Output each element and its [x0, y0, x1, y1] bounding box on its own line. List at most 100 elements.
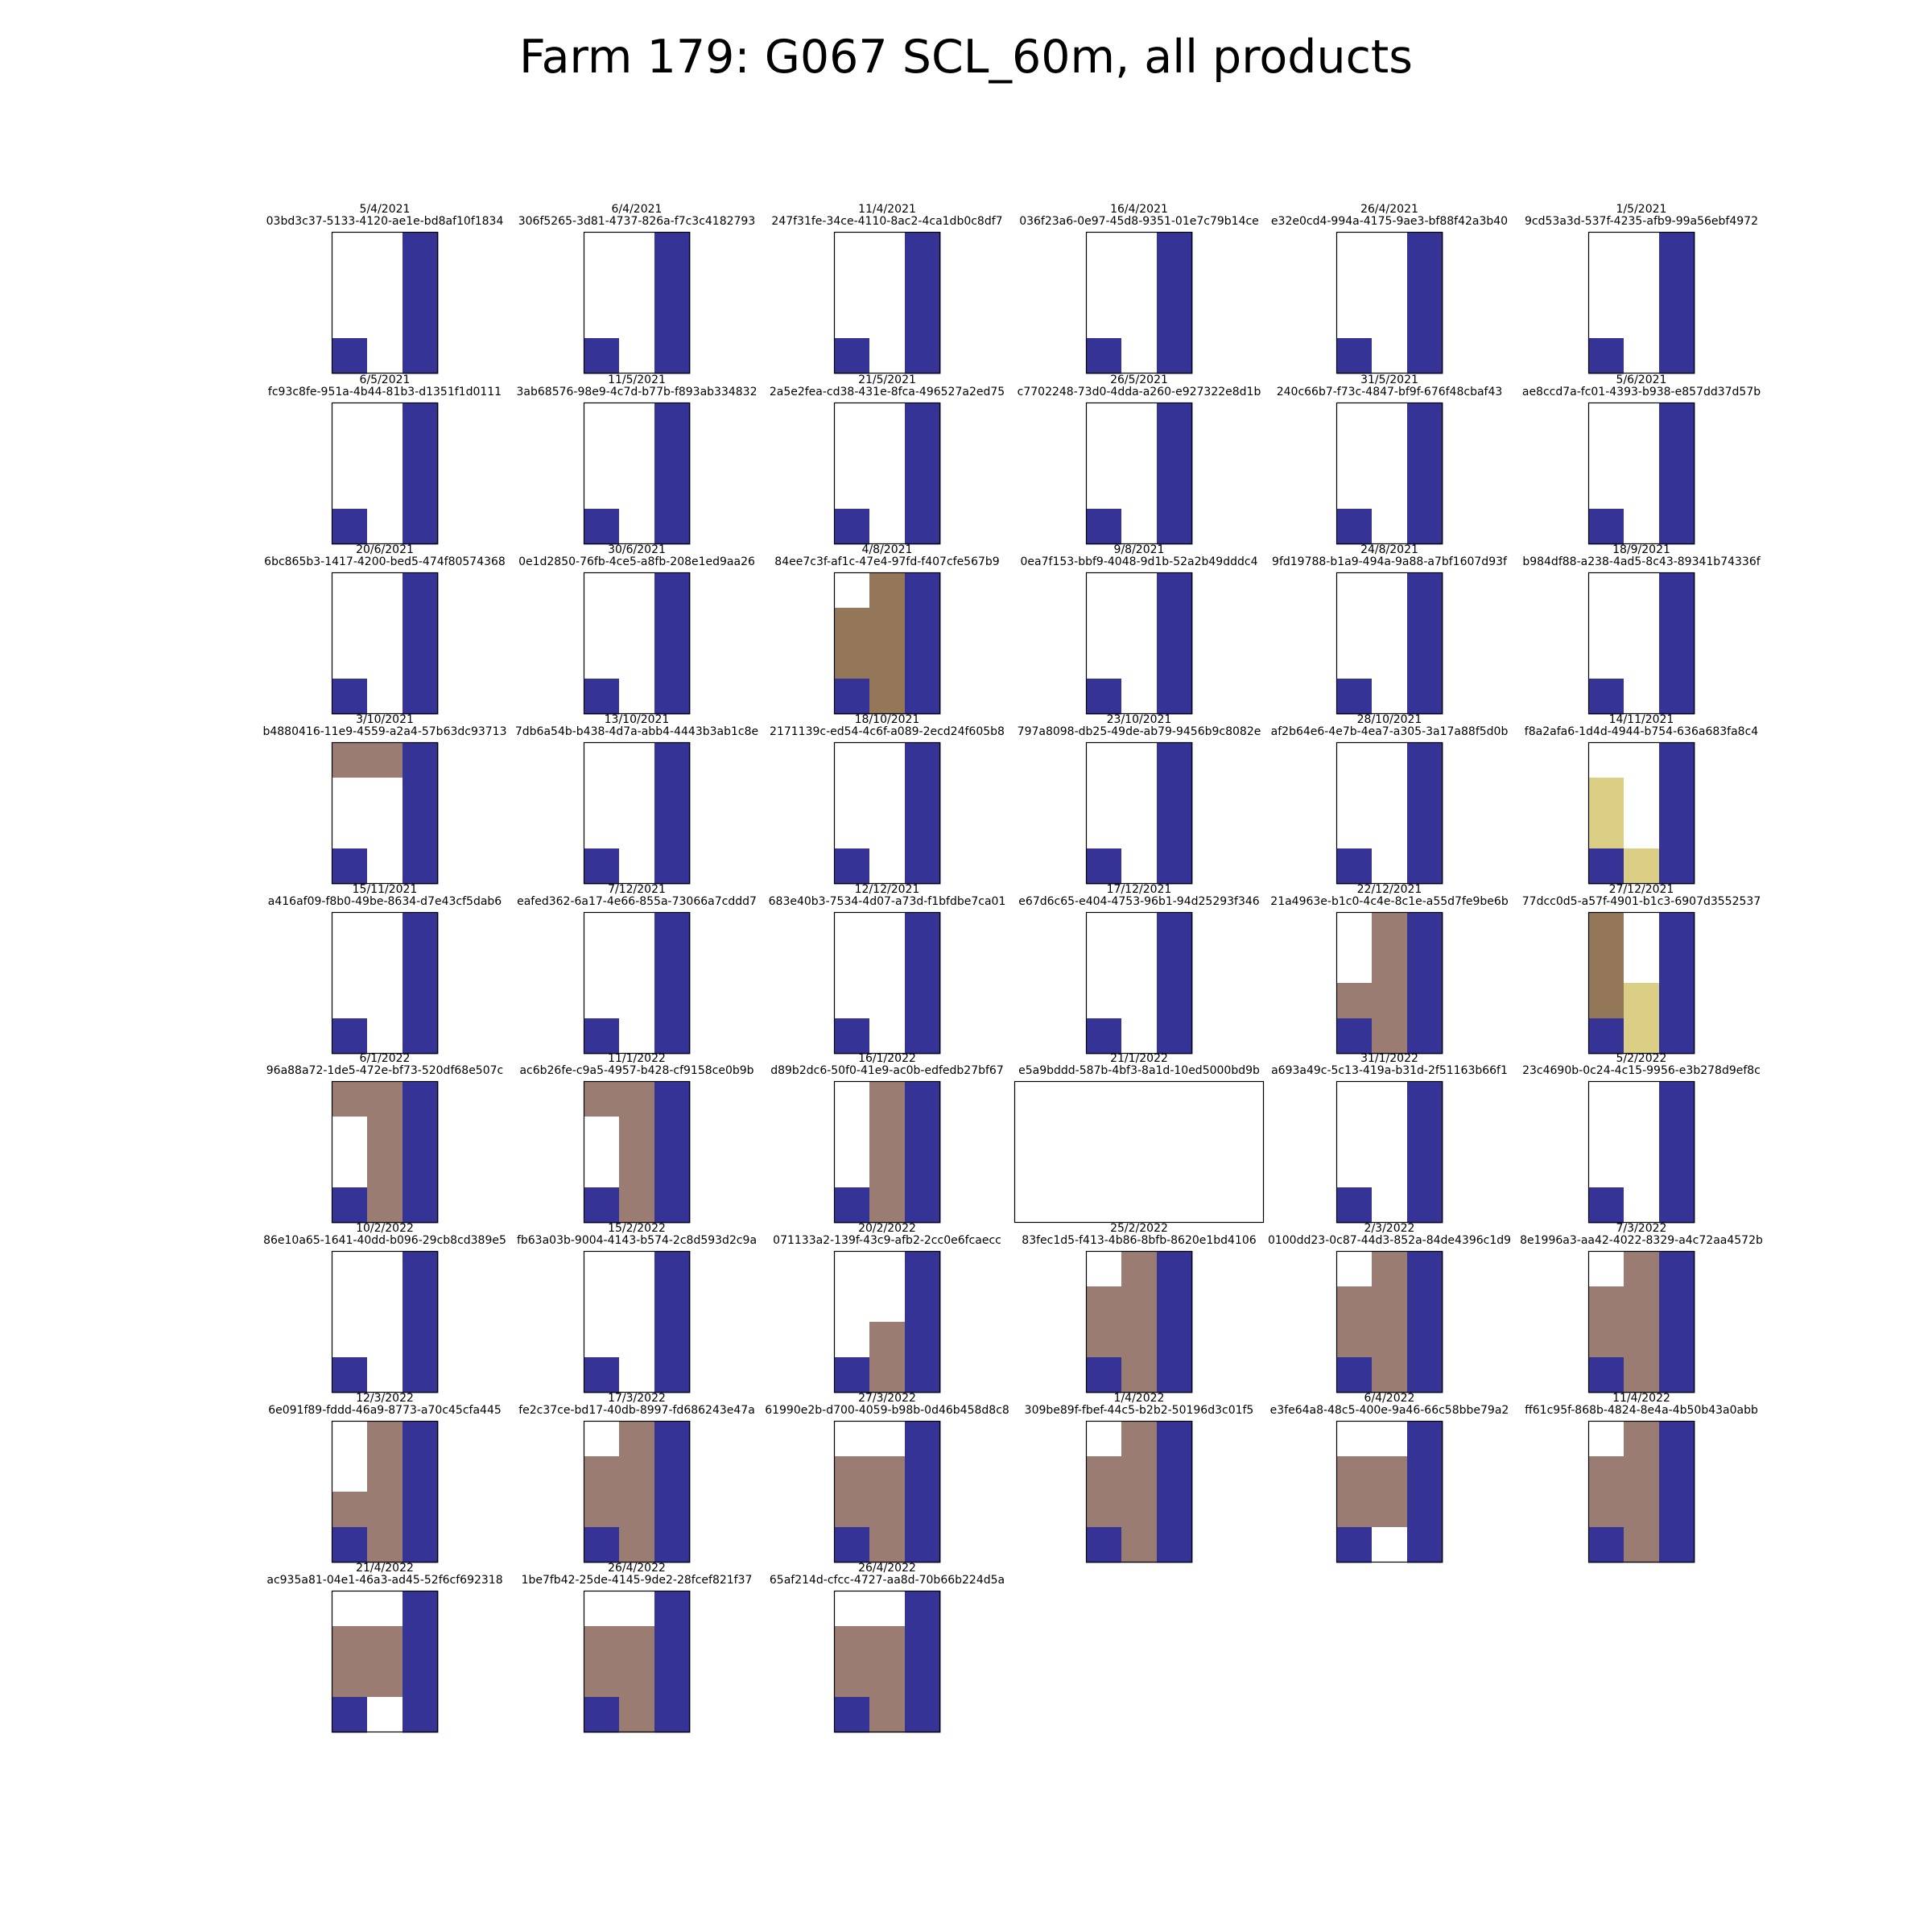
- heatmap-cell-r2-c1: [1588, 947, 1624, 984]
- heatmap-cell-r2-c1: [834, 267, 870, 303]
- heatmap-cell-r2-c3: [1157, 947, 1193, 984]
- heatmap-cell-r1-c1: [1336, 742, 1373, 778]
- heatmap-cell-r4-c1: [1336, 1357, 1373, 1393]
- subplot-frame: [583, 572, 691, 715]
- heatmap-cell-r1-c3: [905, 232, 941, 268]
- subplot-id-label: 3ab68576-98e9-4c7d-b77b-f893ab334832: [516, 386, 758, 398]
- heatmap-cell-r4-c3: [1157, 509, 1193, 545]
- heatmap-cell-r3-c3: [1407, 303, 1443, 339]
- subplot-date-label: 9/8/2021: [1113, 543, 1165, 556]
- heatmap-cell-r4-c1: [1336, 848, 1373, 885]
- heatmap-cell-r2-c2: [1372, 1456, 1408, 1492]
- heatmap-cell-r1-c1: [834, 1081, 870, 1117]
- heatmap-cell-r3-c1: [1086, 983, 1122, 1019]
- heatmap-cell-r4-c1: [584, 1697, 620, 1733]
- heatmap-cell-r1-c3: [1659, 1421, 1695, 1457]
- heatmap-cell-r3-c2: [367, 813, 403, 849]
- heatmap-cell-r4-c1: [1336, 509, 1373, 545]
- heatmap-cell-r3-c3: [654, 1492, 691, 1528]
- heatmap-cell-r1-c2: [1372, 1421, 1408, 1457]
- heatmap-cell-r2-c2: [1624, 1117, 1660, 1153]
- heatmap-cell-r4-c2: [1372, 1527, 1408, 1563]
- heatmap-panel: [1085, 1420, 1193, 1563]
- subplot-id-label: 6bc865b3-1417-4200-bed5-474f80574368: [264, 555, 506, 568]
- heatmap-cell-r1-c3: [654, 742, 691, 778]
- heatmap-cell-r2-c1: [1588, 608, 1624, 644]
- heatmap-panel: [1085, 231, 1193, 374]
- heatmap-cell-r4-c3: [1407, 1018, 1443, 1055]
- heatmap-cell-r3-c3: [905, 473, 941, 510]
- heatmap-panel: [583, 1250, 691, 1393]
- heatmap-cell-r4-c1: [1336, 679, 1373, 715]
- heatmap-cell-r4-c3: [1659, 1187, 1695, 1224]
- heatmap-cell-r3-c2: [869, 813, 906, 849]
- heatmap-cell-r3-c1: [1336, 1152, 1373, 1188]
- heatmap-cell-r1-c2: [1624, 1421, 1660, 1457]
- heatmap-cell-r3-c3: [402, 473, 439, 510]
- heatmap-cell-r2-c2: [367, 947, 403, 984]
- heatmap-cell-r1-c2: [1624, 1081, 1660, 1117]
- heatmap-cell-r2-c2: [1121, 1286, 1158, 1323]
- subplot-frame: [583, 1080, 691, 1224]
- heatmap-cell-r3-c1: [332, 1492, 368, 1528]
- heatmap-cell-r3-c1: [332, 1152, 368, 1188]
- heatmap-cell-r1-c2: [869, 1421, 906, 1457]
- heatmap-cell-r2-c1: [332, 608, 368, 644]
- heatmap-cell-r3-c3: [1659, 983, 1695, 1019]
- heatmap-cell-r1-c3: [1157, 572, 1193, 609]
- heatmap-cell-r3-c2: [1624, 983, 1660, 1019]
- heatmap-cell-r4-c1: [1588, 1357, 1624, 1393]
- subplot-id-label: 306f5265-3d81-4737-826a-f7c3c4182793: [518, 215, 756, 228]
- heatmap-cell-r3-c1: [1336, 303, 1373, 339]
- subplot-frame: [833, 231, 941, 374]
- heatmap-cell-r3-c2: [1624, 1322, 1660, 1358]
- heatmap-cell-r2-c3: [1407, 947, 1443, 984]
- heatmap-cell-r4-c3: [654, 1527, 691, 1563]
- subplot-frame: [1085, 741, 1193, 885]
- subplot-id-label: fb63a03b-9004-4143-b574-2c8d593d2c9a: [516, 1234, 758, 1247]
- subplot-date-label: 6/1/2022: [359, 1052, 411, 1065]
- subplot-date-label: 21/5/2021: [858, 374, 916, 386]
- subplot-date-label: 17/12/2021: [1106, 883, 1172, 896]
- heatmap-cell-r1-c3: [402, 572, 439, 609]
- heatmap-cell-r3-c2: [619, 303, 655, 339]
- heatmap-cell-r2-c1: [834, 778, 870, 814]
- heatmap-cell-r1-c1: [1588, 1081, 1624, 1117]
- heatmap-cell-r2-c3: [1659, 267, 1695, 303]
- heatmap-cell-r4-c1: [834, 848, 870, 885]
- heatmap-cell-r2-c3: [654, 1286, 691, 1323]
- heatmap-cell-r3-c3: [905, 813, 941, 849]
- heatmap-cell-r4-c1: [332, 509, 368, 545]
- heatmap-cell-r2-c2: [367, 1286, 403, 1323]
- heatmap-cell-r2-c1: [1086, 438, 1122, 474]
- heatmap-cell-r4-c1: [834, 338, 870, 374]
- heatmap-cell-r3-c2: [869, 1322, 906, 1358]
- heatmap-cell-r2-c1: [834, 1286, 870, 1323]
- heatmap-cell-r2-c1: [584, 1626, 620, 1662]
- heatmap-cell-r1-c2: [619, 1421, 655, 1457]
- heatmap-cell-r1-c2: [1121, 1421, 1158, 1457]
- subplot-date-label: 5/2/2022: [1616, 1052, 1667, 1065]
- heatmap-cell-r2-c2: [367, 1117, 403, 1153]
- figure-title: Farm 179: G067 SCL_60m, all products: [519, 31, 1413, 84]
- heatmap-cell-r3-c2: [1121, 813, 1158, 849]
- heatmap-cell-r3-c2: [367, 1322, 403, 1358]
- heatmap-cell-r3-c1: [332, 643, 368, 679]
- heatmap-cell-r3-c3: [1659, 303, 1695, 339]
- heatmap-cell-r1-c1: [834, 402, 870, 439]
- subplot-frame: [331, 911, 439, 1055]
- heatmap-cell-r4-c2: [1624, 509, 1660, 545]
- heatmap-cell-r3-c1: [1588, 1152, 1624, 1188]
- heatmap-cell-r4-c2: [619, 1357, 655, 1393]
- subplot-date-label: 20/2/2022: [858, 1222, 916, 1235]
- heatmap-cell-r3-c1: [1588, 303, 1624, 339]
- heatmap-cell-r4-c3: [1407, 1357, 1443, 1393]
- subplot-date-label: 28/10/2021: [1356, 713, 1422, 726]
- heatmap-cell-r3-c3: [1407, 1322, 1443, 1358]
- heatmap-cell-r1-c3: [402, 1251, 439, 1287]
- heatmap-cell-r3-c3: [654, 1152, 691, 1188]
- heatmap-cell-r2-c1: [1336, 778, 1373, 814]
- heatmap-cell-r3-c2: [367, 1492, 403, 1528]
- heatmap-cell-r3-c2: [619, 1322, 655, 1358]
- heatmap-cell-r4-c1: [1588, 848, 1624, 885]
